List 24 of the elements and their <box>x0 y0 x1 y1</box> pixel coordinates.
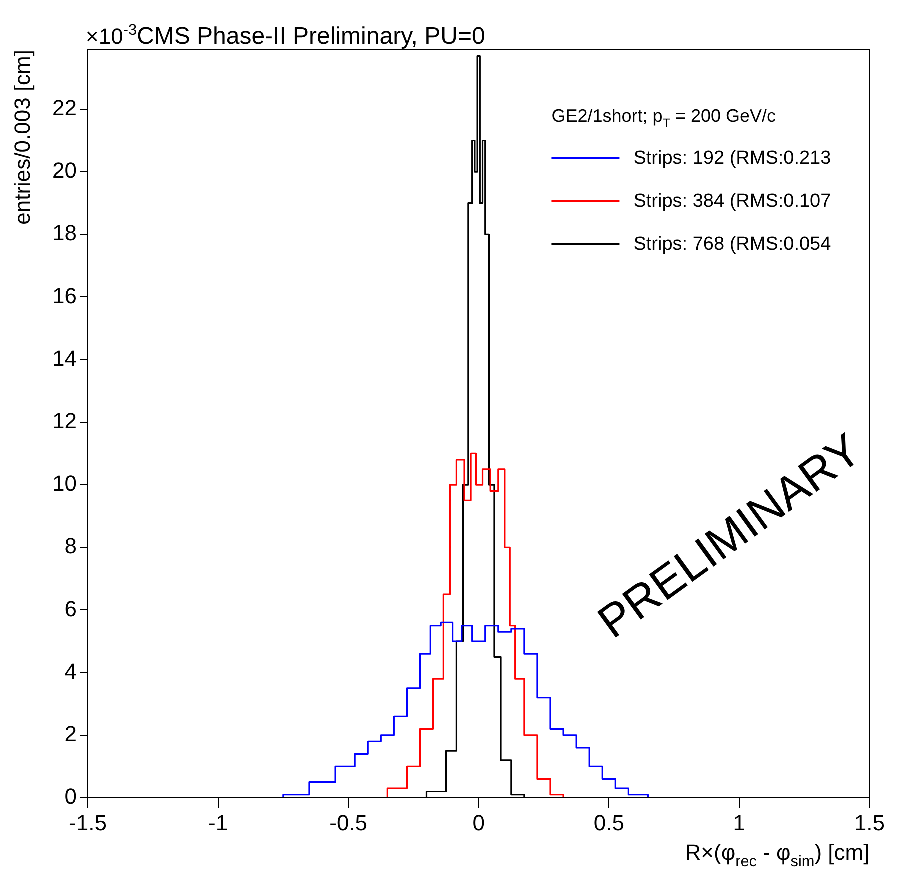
x-tick-label: 1 <box>733 810 746 836</box>
y-tick-label: 4 <box>64 658 77 684</box>
x-tick-label: -1 <box>208 810 228 836</box>
x-tick-label: -0.5 <box>330 810 368 836</box>
x-tick-label: -1.5 <box>69 810 107 836</box>
chart-title: CMS Phase-II Preliminary, PU=0 <box>137 23 486 50</box>
y-tick-label: 14 <box>52 346 77 371</box>
x-tick-label: 0 <box>472 810 485 836</box>
y-tick-label: 8 <box>64 534 77 559</box>
y-tick-label: 22 <box>52 96 77 121</box>
legend-label: Strips: 384 (RMS:0.107 <box>634 191 832 212</box>
y-tick-label: 16 <box>52 283 77 308</box>
x-tick-label: 1.5 <box>854 810 886 836</box>
legend-label: Strips: 192 (RMS:0.213 <box>634 148 832 169</box>
y-tick-label: 18 <box>52 220 77 246</box>
y-tick-label: 10 <box>52 471 77 496</box>
y-tick-label: 20 <box>52 158 77 184</box>
y-axis-title: entries/0.003 [cm] <box>10 50 35 225</box>
y-tick-label: 0 <box>64 784 77 810</box>
y-tick-label: 12 <box>52 408 77 434</box>
y-tick-label: 2 <box>64 721 77 746</box>
legend-label: Strips: 768 (RMS:0.054 <box>634 234 832 255</box>
x-tick-label: 0.5 <box>594 810 624 836</box>
y-tick-label: 6 <box>64 596 77 622</box>
